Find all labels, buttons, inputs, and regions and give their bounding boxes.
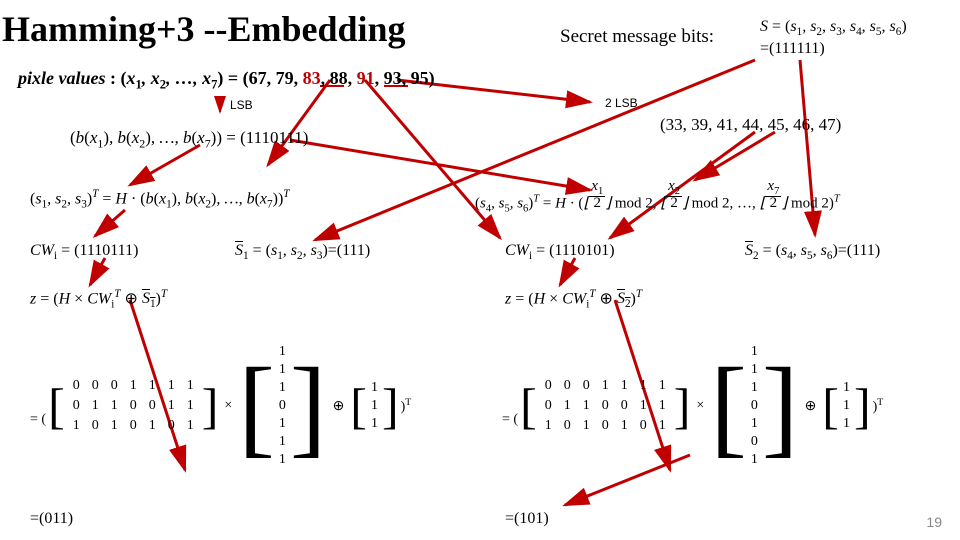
half-vector: (33, 39, 41, 44, 45, 46, 47) (660, 115, 841, 135)
z1-formula: z = (H × CWiT ⊕ S1)T (30, 288, 167, 311)
b-vector: (b(x1), b(x2), …, b(x7)) = (1110111) (70, 128, 308, 151)
cw1: CWi = (1110111) (30, 242, 138, 262)
S-value: =(111111) (760, 40, 825, 58)
result-1: =(011) (30, 510, 73, 528)
s123-formula: (s1, s2, s3)T = H · (b(x1), b(x2), …, b(… (30, 188, 290, 211)
page-title: Hamming+3 --Embedding (2, 8, 406, 50)
cw2: CWi = (1110101) (505, 242, 615, 262)
lsb-label: LSB (230, 98, 253, 112)
matrix-eq-2: = ( [ 000111101100111010101 ] × [ 111010… (500, 340, 885, 472)
secret-label: Secret message bits: (560, 26, 714, 48)
s456-formula: (s4, s5, s6)T = H · (⌊x12⌋ mod 2, ⌊x22⌋ … (475, 180, 840, 214)
S-definition: S = (s1, s2, s3, s4, s5, s6) (760, 18, 907, 38)
z2-formula: z = (H × CWiT ⊕ S2)T (505, 288, 642, 311)
sbar2: S2 = (s4, s5, s6)=(111) (745, 242, 880, 262)
matrix-eq-1: = ( [ 000111101100111010101 ] × [ 111011… (28, 340, 413, 472)
sbar1: S1 = (s1, s2, s3)=(111) (235, 242, 370, 262)
2lsb-label: 2 LSB (605, 96, 638, 110)
pixel-values: pixle values : (x1, x2, …, x7) = (67, 79… (18, 68, 435, 93)
page-number: 19 (926, 514, 942, 530)
result-2: =(101) (505, 510, 549, 528)
